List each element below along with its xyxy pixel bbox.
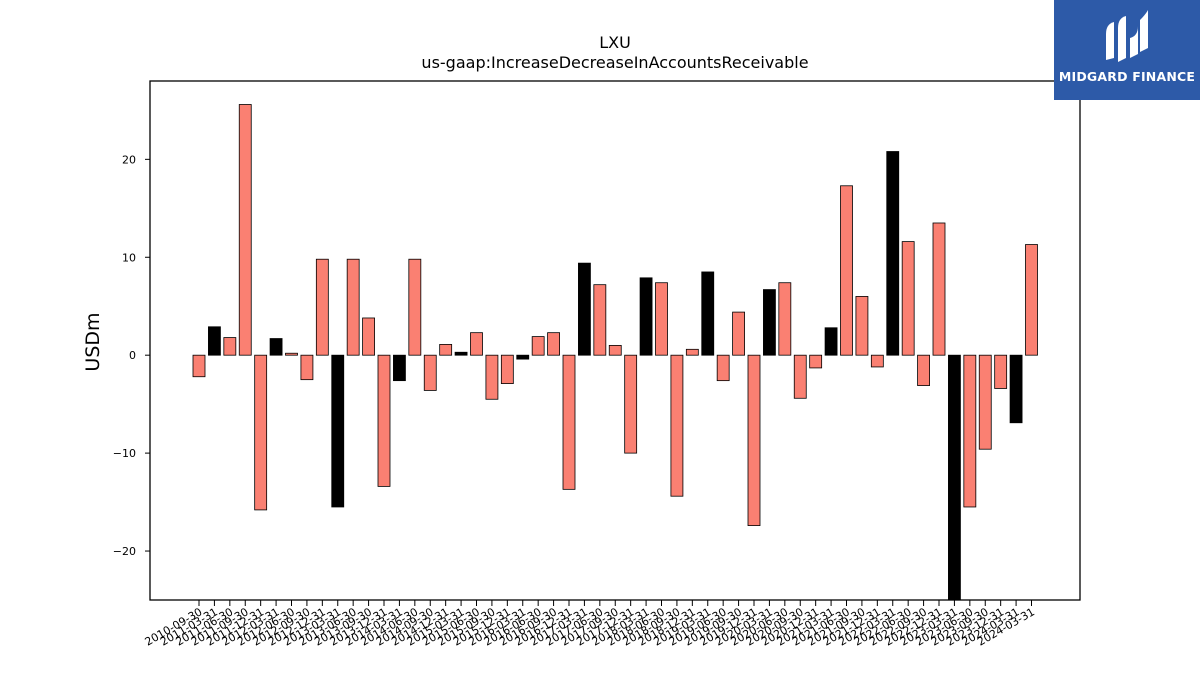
bar-2013-12-31	[393, 354, 406, 382]
bar-2014-09-30	[439, 344, 453, 356]
bar-2020-09-30	[809, 354, 823, 369]
bar-2013-06-30	[362, 317, 375, 356]
y-tick-label: 20	[122, 153, 136, 166]
bar-2019-12-31	[763, 289, 776, 356]
bar-2014-12-31	[454, 351, 468, 356]
bar-2022-09-30	[932, 222, 946, 356]
bar-2010-09-30	[192, 354, 206, 378]
bar-2021-09-30	[870, 354, 884, 368]
bar-2010-12-31	[208, 326, 221, 356]
bar-2014-06-30	[423, 354, 437, 391]
bar-2012-12-31	[331, 354, 345, 508]
brand-logo: MIDGARD FINANCE	[1054, 0, 1200, 100]
bar-2021-12-31	[886, 151, 900, 356]
bar-2011-03-31	[223, 337, 237, 356]
bar-2016-03-31	[531, 336, 545, 356]
bar-2017-09-30	[624, 354, 638, 454]
plot-frame	[149, 80, 1081, 601]
y-tick-label: 0	[129, 349, 136, 362]
bar-2019-09-30	[747, 354, 761, 526]
bar-2012-03-31	[285, 352, 298, 356]
bar-2019-06-30	[732, 311, 745, 356]
bar-2023-09-30	[994, 354, 1008, 389]
midgard-logo-icon	[1106, 10, 1148, 62]
bar-2021-06-30	[855, 296, 869, 356]
bar-2011-12-31	[269, 338, 283, 356]
bar-2011-06-30	[238, 104, 252, 356]
bar-2018-09-30	[685, 348, 699, 356]
bar-2015-06-30	[485, 354, 499, 400]
bar-2014-03-31	[408, 258, 422, 356]
bar-2013-09-30	[377, 354, 391, 487]
bar-2016-06-30	[547, 332, 560, 356]
bars-group	[192, 104, 1038, 601]
bar-2022-12-31	[948, 354, 961, 601]
bar-2023-12-31	[1009, 354, 1023, 424]
bar-2018-03-31	[655, 282, 668, 356]
bar-2016-09-30	[562, 354, 576, 490]
y-tick-label: 10	[122, 251, 136, 264]
brand-name: MIDGARD FINANCE	[1058, 69, 1196, 84]
bar-2015-09-30	[500, 354, 514, 384]
chart-subtitle: us-gaap:IncreaseDecreaseInAccountsReceiv…	[421, 53, 808, 72]
y-tick-label: −10	[113, 447, 136, 460]
bar-2017-06-30	[608, 344, 622, 356]
bar-2011-09-30	[254, 354, 268, 511]
bar-2017-03-31	[593, 284, 607, 356]
bar-2015-03-31	[470, 332, 483, 356]
bar-2023-06-30	[978, 354, 992, 450]
bar-2020-03-31	[778, 282, 792, 356]
y-axis-label: USDm	[82, 312, 104, 371]
bar-2020-12-31	[824, 327, 838, 356]
x-axis: 2010-09-302011-03-312011-06-302011-09-30…	[143, 600, 1037, 649]
y-tick-label: −20	[113, 545, 136, 558]
bar-2020-06-30	[793, 354, 807, 399]
bar-2017-12-31	[639, 277, 653, 356]
bar-2021-03-31	[840, 185, 853, 356]
chart-title: LXU	[599, 33, 631, 52]
bar-2018-12-31	[701, 271, 715, 356]
y-axis: −20 −10 0 10 20	[113, 153, 150, 558]
bar-2013-03-31	[346, 258, 360, 356]
bar-2016-12-31	[578, 262, 591, 356]
bar-2012-06-30	[300, 354, 314, 381]
bar-2022-03-31	[901, 241, 915, 356]
bar-2022-06-30	[917, 354, 930, 386]
bar-2024-03-31	[1025, 244, 1038, 356]
bar-2023-03-31	[963, 354, 977, 508]
bar-2018-06-30	[670, 354, 684, 497]
bar-2015-12-31	[516, 354, 530, 360]
bar-2012-09-30	[315, 258, 329, 356]
bar-2019-03-31	[716, 354, 730, 382]
